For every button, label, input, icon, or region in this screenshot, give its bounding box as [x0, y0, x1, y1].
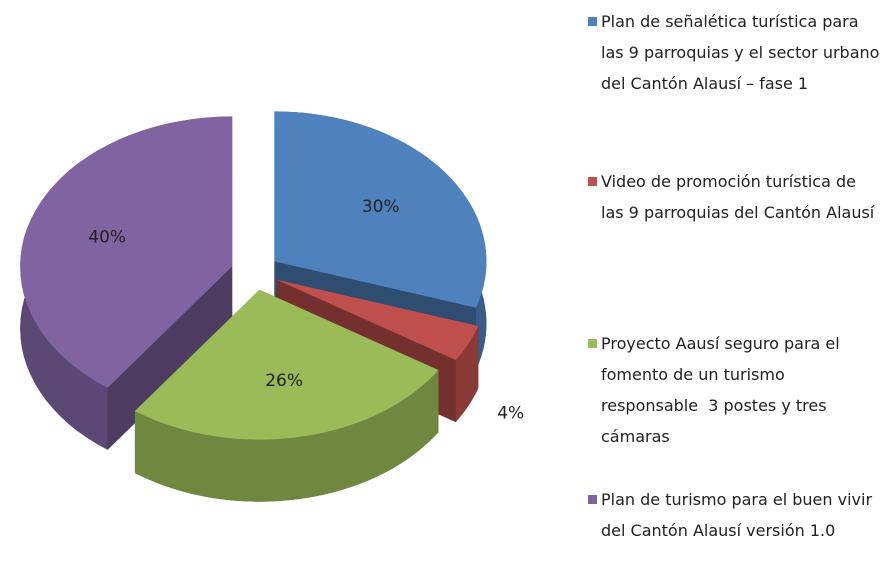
- legend-item: Proyecto Aausí seguro para el fomento de…: [588, 328, 880, 452]
- slice-wall: [134, 370, 439, 502]
- data-label: 40%: [88, 228, 126, 248]
- legend-item: Plan de señalética turística para las 9 …: [588, 6, 880, 99]
- slice: [274, 111, 487, 308]
- data-label: 4%: [497, 403, 524, 423]
- legend-label: Video de promoción turística de las 9 pa…: [601, 172, 875, 222]
- legend-swatch: [588, 177, 597, 186]
- slice-wall: [455, 326, 479, 422]
- chart: 30% 4% 26% 40%: [20, 111, 524, 502]
- legend-label: Plan de turismo para el buen vivir del C…: [601, 490, 878, 540]
- legend-swatch: [588, 495, 597, 504]
- slice-side: [107, 266, 233, 450]
- legend-label: Plan de señalética turística para las 9 …: [601, 12, 885, 93]
- slice: [276, 279, 479, 360]
- legend-swatch: [588, 17, 597, 26]
- slice: [20, 116, 233, 388]
- legend-label: Proyecto Aausí seguro para el fomento de…: [601, 334, 845, 446]
- legend-item: Video de promoción turística de las 9 pa…: [588, 166, 880, 228]
- legend-item: Plan de turismo para el buen vivir del C…: [588, 484, 880, 546]
- data-label: 30%: [362, 197, 400, 217]
- slice: [134, 289, 439, 440]
- data-label: 26%: [265, 371, 303, 391]
- legend-swatch: [588, 339, 597, 348]
